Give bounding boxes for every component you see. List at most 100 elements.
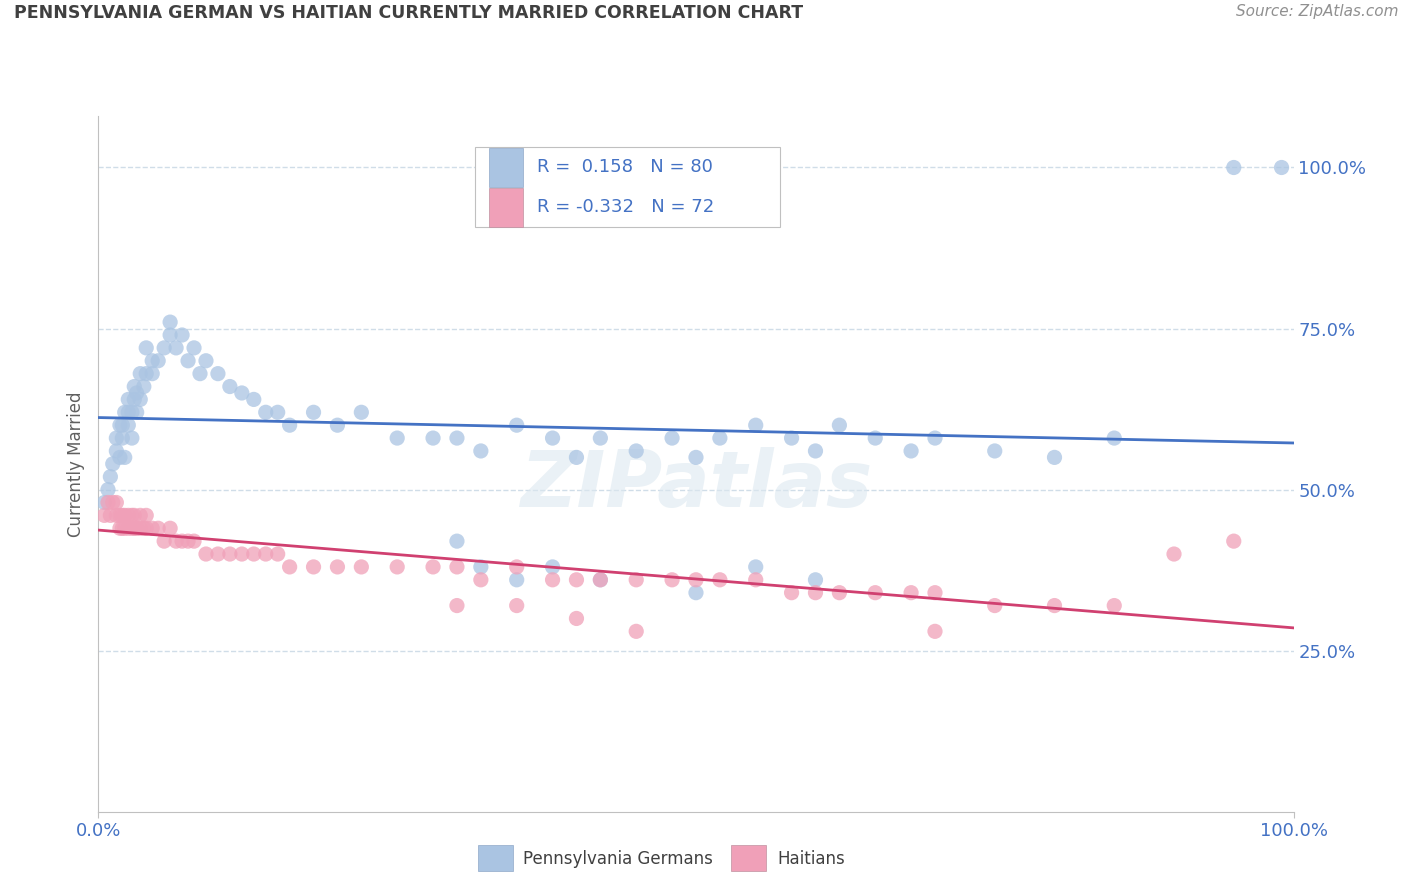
- Point: [984, 444, 1007, 458]
- Point: [745, 418, 768, 433]
- Point: [780, 585, 803, 599]
- Point: [565, 450, 588, 465]
- Point: [124, 521, 146, 535]
- Text: Pennsylvania Germans: Pennsylvania Germans: [523, 850, 713, 868]
- Text: PENNSYLVANIA GERMAN VS HAITIAN CURRENTLY MARRIED CORRELATION CHART: PENNSYLVANIA GERMAN VS HAITIAN CURRENTLY…: [14, 4, 803, 22]
- Point: [626, 573, 648, 587]
- Point: [863, 585, 887, 599]
- Point: [97, 483, 120, 497]
- Point: [589, 573, 612, 587]
- Point: [804, 573, 827, 587]
- Point: [124, 379, 146, 393]
- Point: [984, 599, 1007, 613]
- Point: [541, 431, 564, 445]
- Point: [132, 379, 155, 393]
- Point: [98, 508, 122, 523]
- Point: [924, 431, 946, 445]
- Point: [470, 444, 492, 458]
- Point: [97, 495, 120, 509]
- Point: [541, 560, 564, 574]
- Point: [101, 495, 124, 509]
- Point: [153, 341, 176, 355]
- Point: [745, 573, 768, 587]
- Point: [141, 521, 163, 535]
- Point: [177, 353, 200, 368]
- Point: [231, 547, 253, 561]
- Point: [745, 560, 768, 574]
- Point: [267, 405, 290, 419]
- Point: [125, 386, 148, 401]
- Point: [219, 547, 242, 561]
- Point: [98, 469, 122, 483]
- Point: [589, 573, 612, 587]
- Point: [188, 367, 211, 381]
- FancyBboxPatch shape: [478, 845, 513, 871]
- Point: [124, 508, 146, 523]
- Point: [207, 547, 229, 561]
- Point: [141, 367, 163, 381]
- Point: [780, 431, 803, 445]
- Point: [183, 534, 205, 549]
- Point: [172, 534, 194, 549]
- Point: [194, 353, 218, 368]
- Point: [828, 585, 851, 599]
- Point: [148, 353, 170, 368]
- Point: [111, 508, 134, 523]
- Point: [446, 534, 468, 549]
- Point: [685, 573, 707, 587]
- Point: [661, 431, 683, 445]
- Point: [254, 547, 277, 561]
- Text: R =  0.158   N = 80: R = 0.158 N = 80: [537, 158, 713, 176]
- Point: [709, 573, 731, 587]
- Point: [385, 431, 409, 445]
- Point: [121, 508, 143, 523]
- Point: [132, 521, 155, 535]
- Point: [446, 560, 468, 574]
- Point: [105, 444, 128, 458]
- Point: [626, 444, 648, 458]
- Point: [1043, 450, 1066, 465]
- Point: [506, 418, 529, 433]
- Point: [108, 508, 131, 523]
- Point: [422, 431, 444, 445]
- Point: [470, 573, 492, 587]
- Point: [129, 392, 152, 407]
- Point: [863, 431, 887, 445]
- Point: [470, 560, 492, 574]
- Point: [114, 450, 136, 465]
- Point: [541, 573, 564, 587]
- Point: [177, 534, 200, 549]
- Point: [446, 599, 468, 613]
- Point: [267, 547, 290, 561]
- Point: [135, 521, 157, 535]
- Point: [159, 521, 181, 535]
- Point: [172, 328, 194, 343]
- Point: [148, 521, 170, 535]
- Point: [135, 367, 157, 381]
- Point: [108, 521, 131, 535]
- Point: [243, 547, 266, 561]
- Point: [121, 405, 143, 419]
- Point: [141, 353, 163, 368]
- FancyBboxPatch shape: [489, 188, 523, 227]
- Point: [125, 405, 148, 419]
- Point: [1222, 161, 1246, 175]
- Point: [685, 450, 707, 465]
- Point: [135, 341, 157, 355]
- Point: [302, 560, 325, 574]
- Point: [506, 573, 529, 587]
- Point: [114, 508, 136, 523]
- Point: [350, 405, 373, 419]
- Point: [121, 431, 143, 445]
- Point: [129, 521, 152, 535]
- Point: [117, 521, 139, 535]
- Point: [446, 431, 468, 445]
- Point: [108, 418, 131, 433]
- Point: [108, 450, 131, 465]
- Y-axis label: Currently Married: Currently Married: [67, 391, 86, 537]
- Point: [105, 431, 128, 445]
- Point: [129, 508, 152, 523]
- Point: [1102, 431, 1125, 445]
- Point: [278, 418, 301, 433]
- Point: [159, 328, 181, 343]
